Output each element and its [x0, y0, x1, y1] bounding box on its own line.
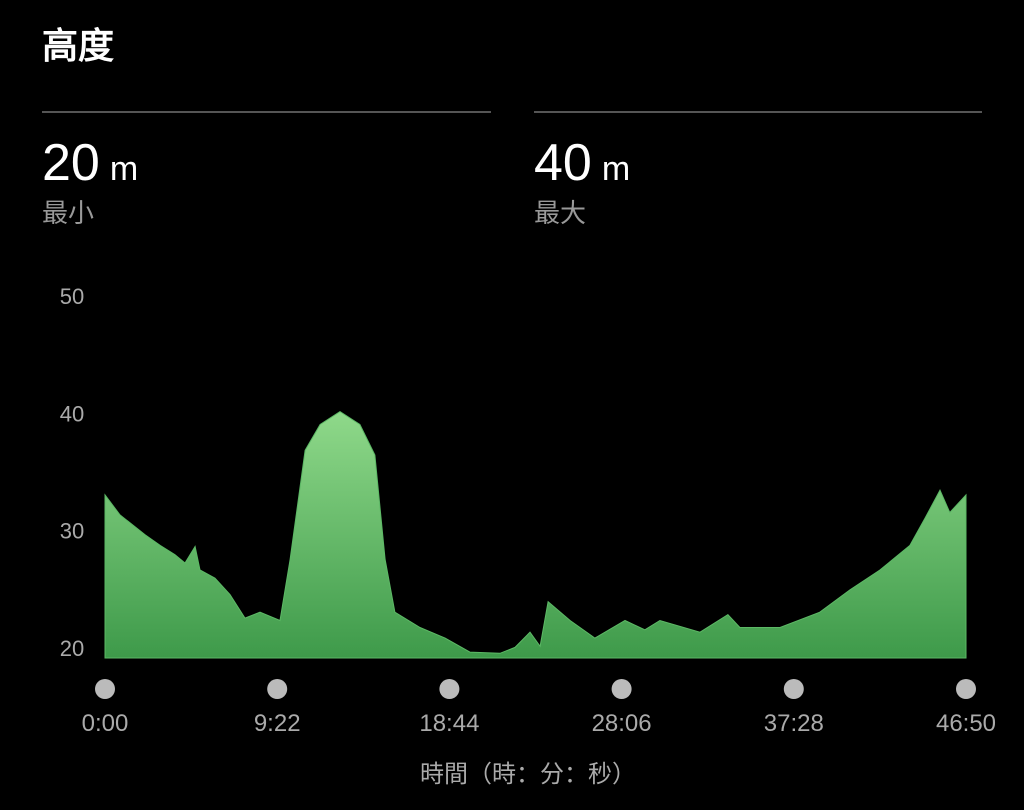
area	[104, 411, 967, 659]
x-tick-dot	[267, 679, 288, 699]
y-tick-label: 20	[60, 636, 84, 661]
x-tick-label: 18:44	[419, 710, 479, 737]
y-tick-label: 40	[60, 401, 84, 426]
stat-label: 最小	[42, 198, 94, 228]
page-title: 高度	[42, 25, 114, 66]
x-tick-dot	[783, 679, 804, 699]
x-axis-title: 時間（時：分：秒）	[420, 761, 636, 788]
x-tick-dot	[611, 679, 632, 699]
x-tick-label: 28:06	[592, 710, 652, 737]
x-tick-dot	[439, 679, 460, 699]
x-tick-label: 9:22	[254, 710, 301, 737]
stat-label: 最大	[534, 198, 586, 228]
stat-max: 40 m	[534, 134, 630, 192]
stat-min: 20 m	[42, 134, 138, 192]
x-tick-dot	[95, 679, 115, 699]
x-tick-label: 37:28	[764, 710, 824, 737]
x-tick-label: 0:00	[82, 710, 129, 737]
y-tick-label: 30	[60, 519, 84, 544]
y-tick-label: 50	[60, 284, 84, 309]
x-tick-label: 46:50	[936, 710, 996, 737]
x-tick-dot	[956, 679, 976, 699]
